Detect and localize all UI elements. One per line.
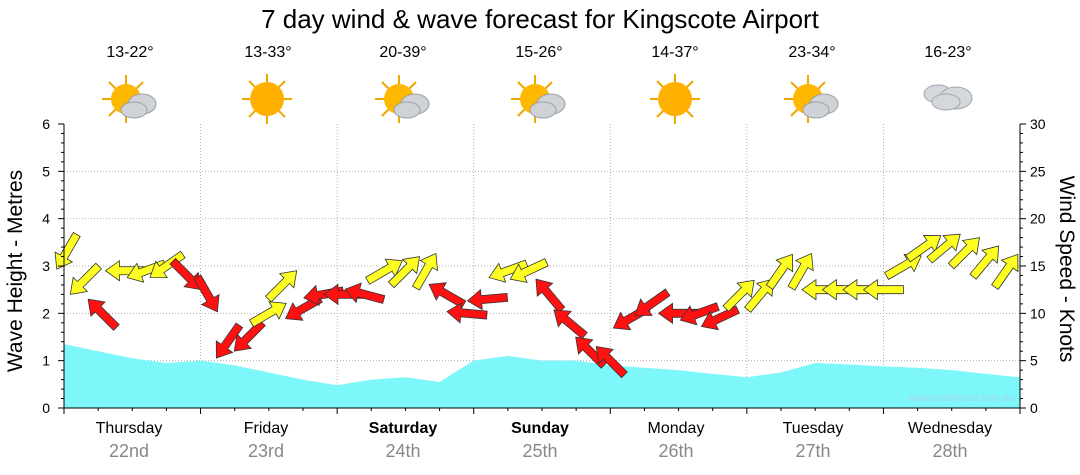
right-tick-label: 5 [1030, 353, 1038, 369]
temp-wednesday: 16-23° [924, 44, 972, 61]
day-label-friday: Friday [243, 420, 289, 437]
wind-arrow [215, 322, 244, 359]
day-label-sunday: Sunday [511, 420, 569, 437]
partly-cloudy-icon [375, 75, 430, 123]
right-axis-label: Wind Speed - Knots [1055, 176, 1078, 363]
right-tick-label: 20 [1030, 211, 1046, 227]
date-label-sunday: 25th [522, 441, 558, 461]
temp-saturday: 20-39° [379, 44, 427, 61]
day-label-monday: Monday [647, 420, 705, 437]
partly-cloudy-icon [102, 75, 157, 123]
temp-sunday: 15-26° [515, 44, 563, 61]
wind-arrow [446, 302, 488, 324]
date-label-tuesday: 27th [795, 441, 831, 461]
wind-arrow [193, 274, 220, 313]
temp-tuesday: 23-34° [788, 44, 836, 61]
left-tick-label: 5 [42, 163, 50, 179]
left-tick-label: 4 [42, 211, 50, 227]
wind-arrow [344, 282, 386, 304]
wind-arrow [428, 282, 467, 309]
cloudy-icon [923, 84, 973, 111]
date-label-wednesday: 28th [932, 441, 968, 461]
right-tick-label: 10 [1030, 305, 1046, 321]
left-axis-label: Wave Height - Metres [4, 170, 27, 372]
partly-cloudy-icon [784, 75, 839, 123]
wind-arrow [744, 278, 774, 313]
wind-arrow [149, 250, 186, 279]
wind-arrow [387, 256, 421, 289]
wind-arrow [466, 288, 509, 311]
wave-height-series [64, 344, 1020, 408]
date-label-monday: 26th [658, 441, 694, 461]
left-tick-label: 1 [42, 353, 50, 369]
right-tick-label: 15 [1030, 258, 1046, 274]
sunny-icon [242, 74, 292, 124]
wind-arrow [947, 237, 981, 270]
wind-arrow [722, 279, 755, 312]
wind-arrow [411, 252, 439, 291]
wind-arrow [69, 262, 103, 295]
day-label-thursday: Thursday [95, 420, 163, 437]
wind-arrow [634, 288, 671, 316]
day-label-wednesday: Wednesday [907, 420, 993, 437]
sunny-icon [650, 74, 700, 124]
temp-monday: 14-37° [651, 44, 699, 61]
temp-friday: 13-33° [244, 44, 292, 61]
wind-arrow [787, 252, 814, 291]
date-label-saturday: 24th [385, 441, 421, 461]
date-label-thursday: 22nd [108, 441, 150, 461]
wind-arrow [700, 305, 740, 331]
date-label-friday: 23rd [247, 441, 285, 461]
wind-arrow [264, 270, 298, 303]
wind-arrow [991, 253, 1019, 290]
wind-arrow [595, 346, 628, 379]
credit-watermark: www.seabreeze.com.au [907, 393, 1014, 404]
wind-arrow [233, 319, 266, 352]
wind-arrow [765, 253, 794, 290]
wind-arrow [926, 233, 961, 264]
wind-arrow [862, 278, 904, 301]
right-tick-label: 25 [1030, 163, 1046, 179]
wind-arrow [169, 257, 202, 291]
right-tick-label: 30 [1030, 116, 1046, 132]
day-label-tuesday: Tuesday [782, 420, 844, 437]
wind-arrow [248, 301, 287, 328]
wind-arrow [87, 298, 120, 331]
partly-cloudy-icon [511, 75, 566, 123]
wind-arrow-series [54, 231, 1019, 379]
wave-area [64, 344, 1020, 408]
wind-arrow [969, 245, 1000, 280]
wind-arrow [553, 309, 588, 340]
left-tick-label: 6 [42, 116, 50, 132]
wind-arrow [535, 278, 566, 313]
right-tick-label: 0 [1030, 400, 1038, 416]
wind-arrow [54, 231, 81, 270]
day-label-saturday: Saturday [368, 420, 438, 437]
chart-title: 7 day wind & wave forecast for Kingscote… [261, 4, 819, 34]
temp-thursday: 13-22° [106, 44, 154, 61]
chart-axes: 0 1 2 3 4 5 6 0 5 10 15 20 25 30 Wave Height - Metres W… [4, 116, 1078, 416]
wind-arrow [679, 302, 720, 326]
left-tick-label: 2 [42, 305, 50, 321]
wind-arrow [509, 258, 549, 283]
left-tick-label: 0 [42, 400, 50, 416]
left-tick-label: 3 [42, 258, 50, 274]
